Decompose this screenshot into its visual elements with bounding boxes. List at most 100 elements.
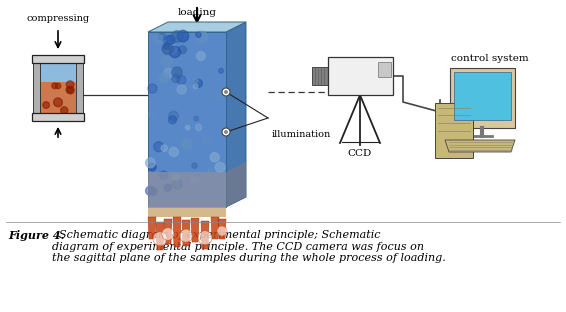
FancyArrowPatch shape bbox=[55, 31, 61, 47]
Circle shape bbox=[222, 128, 230, 136]
Circle shape bbox=[179, 46, 186, 54]
Circle shape bbox=[160, 171, 168, 179]
Polygon shape bbox=[164, 219, 172, 244]
Circle shape bbox=[145, 158, 155, 168]
Circle shape bbox=[194, 79, 203, 87]
Polygon shape bbox=[328, 57, 393, 95]
Polygon shape bbox=[33, 63, 40, 115]
Polygon shape bbox=[148, 207, 226, 217]
Polygon shape bbox=[378, 62, 391, 77]
Circle shape bbox=[194, 116, 199, 121]
Circle shape bbox=[153, 34, 162, 43]
Circle shape bbox=[169, 111, 178, 121]
Circle shape bbox=[158, 33, 166, 40]
Circle shape bbox=[182, 139, 192, 149]
Polygon shape bbox=[32, 113, 84, 121]
Circle shape bbox=[191, 177, 196, 182]
Polygon shape bbox=[148, 172, 226, 207]
Circle shape bbox=[162, 228, 174, 240]
Circle shape bbox=[222, 88, 230, 96]
Circle shape bbox=[173, 179, 182, 189]
Circle shape bbox=[196, 51, 205, 61]
Polygon shape bbox=[226, 162, 246, 207]
Circle shape bbox=[149, 187, 157, 195]
Circle shape bbox=[164, 184, 171, 191]
Text: loading: loading bbox=[178, 8, 217, 17]
Circle shape bbox=[208, 168, 212, 172]
Circle shape bbox=[196, 32, 201, 37]
Polygon shape bbox=[312, 67, 328, 85]
Polygon shape bbox=[156, 222, 164, 250]
Circle shape bbox=[195, 124, 201, 130]
Circle shape bbox=[198, 231, 212, 245]
Circle shape bbox=[196, 32, 208, 43]
Circle shape bbox=[162, 43, 173, 54]
Circle shape bbox=[161, 56, 173, 68]
FancyArrowPatch shape bbox=[55, 129, 61, 137]
Circle shape bbox=[169, 116, 177, 124]
Circle shape bbox=[55, 83, 61, 89]
Polygon shape bbox=[32, 55, 84, 63]
Text: CCD: CCD bbox=[348, 149, 372, 158]
Circle shape bbox=[203, 135, 212, 144]
Polygon shape bbox=[173, 217, 181, 247]
Circle shape bbox=[218, 68, 224, 73]
Circle shape bbox=[168, 45, 177, 54]
Circle shape bbox=[177, 30, 188, 42]
Circle shape bbox=[145, 186, 155, 195]
Circle shape bbox=[215, 163, 225, 173]
Circle shape bbox=[180, 188, 186, 194]
Circle shape bbox=[183, 187, 188, 193]
Circle shape bbox=[169, 147, 178, 157]
Circle shape bbox=[148, 112, 154, 118]
Circle shape bbox=[154, 142, 164, 152]
Polygon shape bbox=[435, 103, 473, 158]
Circle shape bbox=[52, 83, 58, 89]
Circle shape bbox=[217, 226, 227, 236]
Polygon shape bbox=[76, 63, 83, 115]
Polygon shape bbox=[445, 140, 515, 152]
Circle shape bbox=[190, 176, 199, 185]
Circle shape bbox=[215, 93, 223, 101]
Polygon shape bbox=[450, 68, 515, 128]
Circle shape bbox=[182, 140, 188, 146]
Circle shape bbox=[148, 163, 156, 171]
Circle shape bbox=[67, 86, 74, 94]
Polygon shape bbox=[148, 32, 226, 207]
Circle shape bbox=[193, 84, 198, 89]
Text: compressing: compressing bbox=[27, 14, 89, 23]
Circle shape bbox=[172, 74, 180, 83]
Circle shape bbox=[173, 174, 179, 180]
Polygon shape bbox=[40, 63, 76, 82]
Circle shape bbox=[153, 232, 167, 246]
Circle shape bbox=[171, 67, 182, 77]
Polygon shape bbox=[191, 218, 199, 242]
Polygon shape bbox=[40, 82, 76, 113]
Circle shape bbox=[185, 125, 190, 130]
Text: Figure 4.: Figure 4. bbox=[8, 230, 65, 241]
Circle shape bbox=[179, 229, 192, 242]
Circle shape bbox=[164, 68, 173, 78]
Polygon shape bbox=[454, 72, 511, 120]
Polygon shape bbox=[211, 217, 219, 239]
Circle shape bbox=[164, 36, 174, 45]
Text: Schematic diagram of experimental principle; Schematic
diagram of experimental p: Schematic diagram of experimental princi… bbox=[52, 230, 446, 263]
Polygon shape bbox=[226, 22, 246, 207]
Circle shape bbox=[61, 107, 68, 114]
Polygon shape bbox=[148, 22, 246, 32]
Polygon shape bbox=[148, 217, 156, 239]
Circle shape bbox=[161, 145, 168, 151]
Polygon shape bbox=[182, 220, 190, 246]
Circle shape bbox=[177, 85, 186, 94]
Circle shape bbox=[177, 76, 186, 85]
Circle shape bbox=[166, 35, 175, 44]
Circle shape bbox=[66, 86, 73, 93]
Circle shape bbox=[148, 84, 157, 93]
Circle shape bbox=[210, 153, 220, 162]
Text: illumination: illumination bbox=[272, 130, 331, 139]
Circle shape bbox=[224, 90, 228, 94]
Circle shape bbox=[193, 78, 198, 83]
Circle shape bbox=[159, 73, 169, 83]
Circle shape bbox=[169, 46, 181, 58]
Text: control system: control system bbox=[451, 54, 529, 63]
